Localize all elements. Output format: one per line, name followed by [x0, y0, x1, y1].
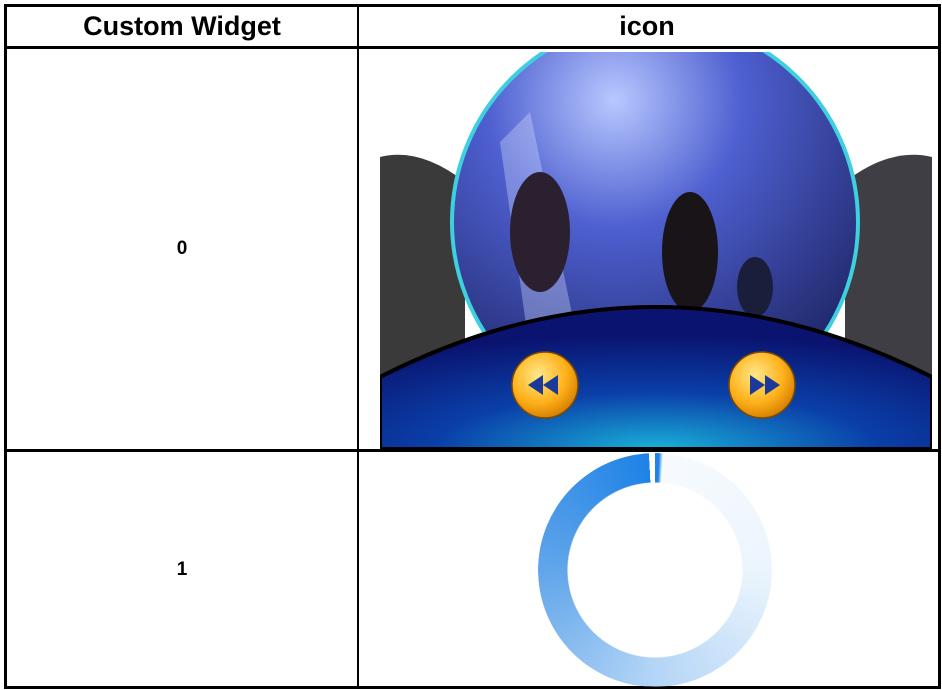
row-label: 0	[176, 238, 188, 259]
row-divider	[4, 449, 941, 452]
column-divider	[357, 4, 359, 687]
loading-ring-icon	[538, 453, 772, 687]
header-cell: icon	[619, 11, 675, 41]
header-divider	[4, 46, 941, 49]
media-widget-icon	[380, 52, 932, 449]
row-label: 1	[176, 558, 188, 580]
header-cell: Custom Widget	[83, 11, 281, 41]
table-border	[4, 4, 941, 689]
